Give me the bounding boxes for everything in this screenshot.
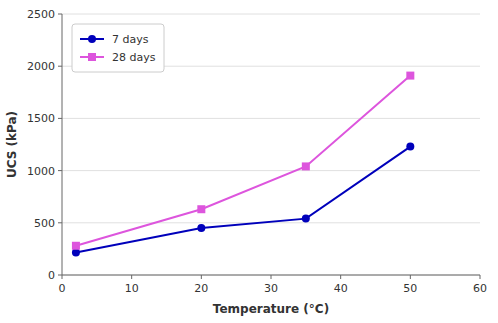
tick-label: 20 <box>194 282 208 295</box>
tick-label: 0 <box>59 282 66 295</box>
legend-box <box>72 24 164 72</box>
tick <box>62 275 63 279</box>
chart: 0 500 1000 1500 2000 2500 0 10 20 30 40 50 60 Tempera… <box>0 0 498 323</box>
tick-label: 10 <box>125 282 139 295</box>
tick-label: 40 <box>334 282 348 295</box>
tick-label: 2000 <box>27 60 55 73</box>
point <box>197 224 205 232</box>
tick-label: 30 <box>264 282 278 295</box>
tick <box>340 275 341 279</box>
tick-label: 50 <box>403 282 417 295</box>
x-axis <box>62 275 480 276</box>
legend: 7 days 28 days <box>72 24 164 72</box>
tick <box>58 66 62 67</box>
tick <box>131 275 132 279</box>
y-axis-label: UCS (kPa) <box>5 111 19 178</box>
point <box>406 143 414 151</box>
grid-line <box>62 275 480 276</box>
legend-marker <box>88 53 96 61</box>
point <box>197 205 205 213</box>
tick <box>201 275 202 279</box>
tick <box>58 118 62 119</box>
point <box>406 72 414 80</box>
tick <box>58 14 62 15</box>
tick-label: 2500 <box>27 8 55 21</box>
data-group <box>72 72 414 257</box>
tick <box>58 222 62 223</box>
legend-marker <box>88 35 96 43</box>
point <box>72 242 80 250</box>
tick-label: 1500 <box>27 112 55 125</box>
grid-line <box>62 118 480 119</box>
tick-label: 500 <box>34 217 55 230</box>
tick-label: 1000 <box>27 165 55 178</box>
legend-label: 7 days <box>112 33 149 46</box>
point <box>302 162 310 170</box>
x-axis-label: Temperature (°C) <box>213 302 329 316</box>
tick <box>271 275 272 279</box>
tick-label: 60 <box>473 282 487 295</box>
tick <box>480 275 481 279</box>
legend-label: 28 days <box>112 51 156 64</box>
tick <box>58 275 62 276</box>
tick-label: 0 <box>48 269 55 282</box>
grid-line <box>62 170 480 171</box>
series-line <box>76 76 410 246</box>
grid-line <box>62 14 480 15</box>
y-axis <box>62 14 63 275</box>
tick <box>410 275 411 279</box>
tick <box>58 170 62 171</box>
plot-area <box>62 14 480 275</box>
point <box>302 215 310 223</box>
series-line <box>76 147 410 253</box>
